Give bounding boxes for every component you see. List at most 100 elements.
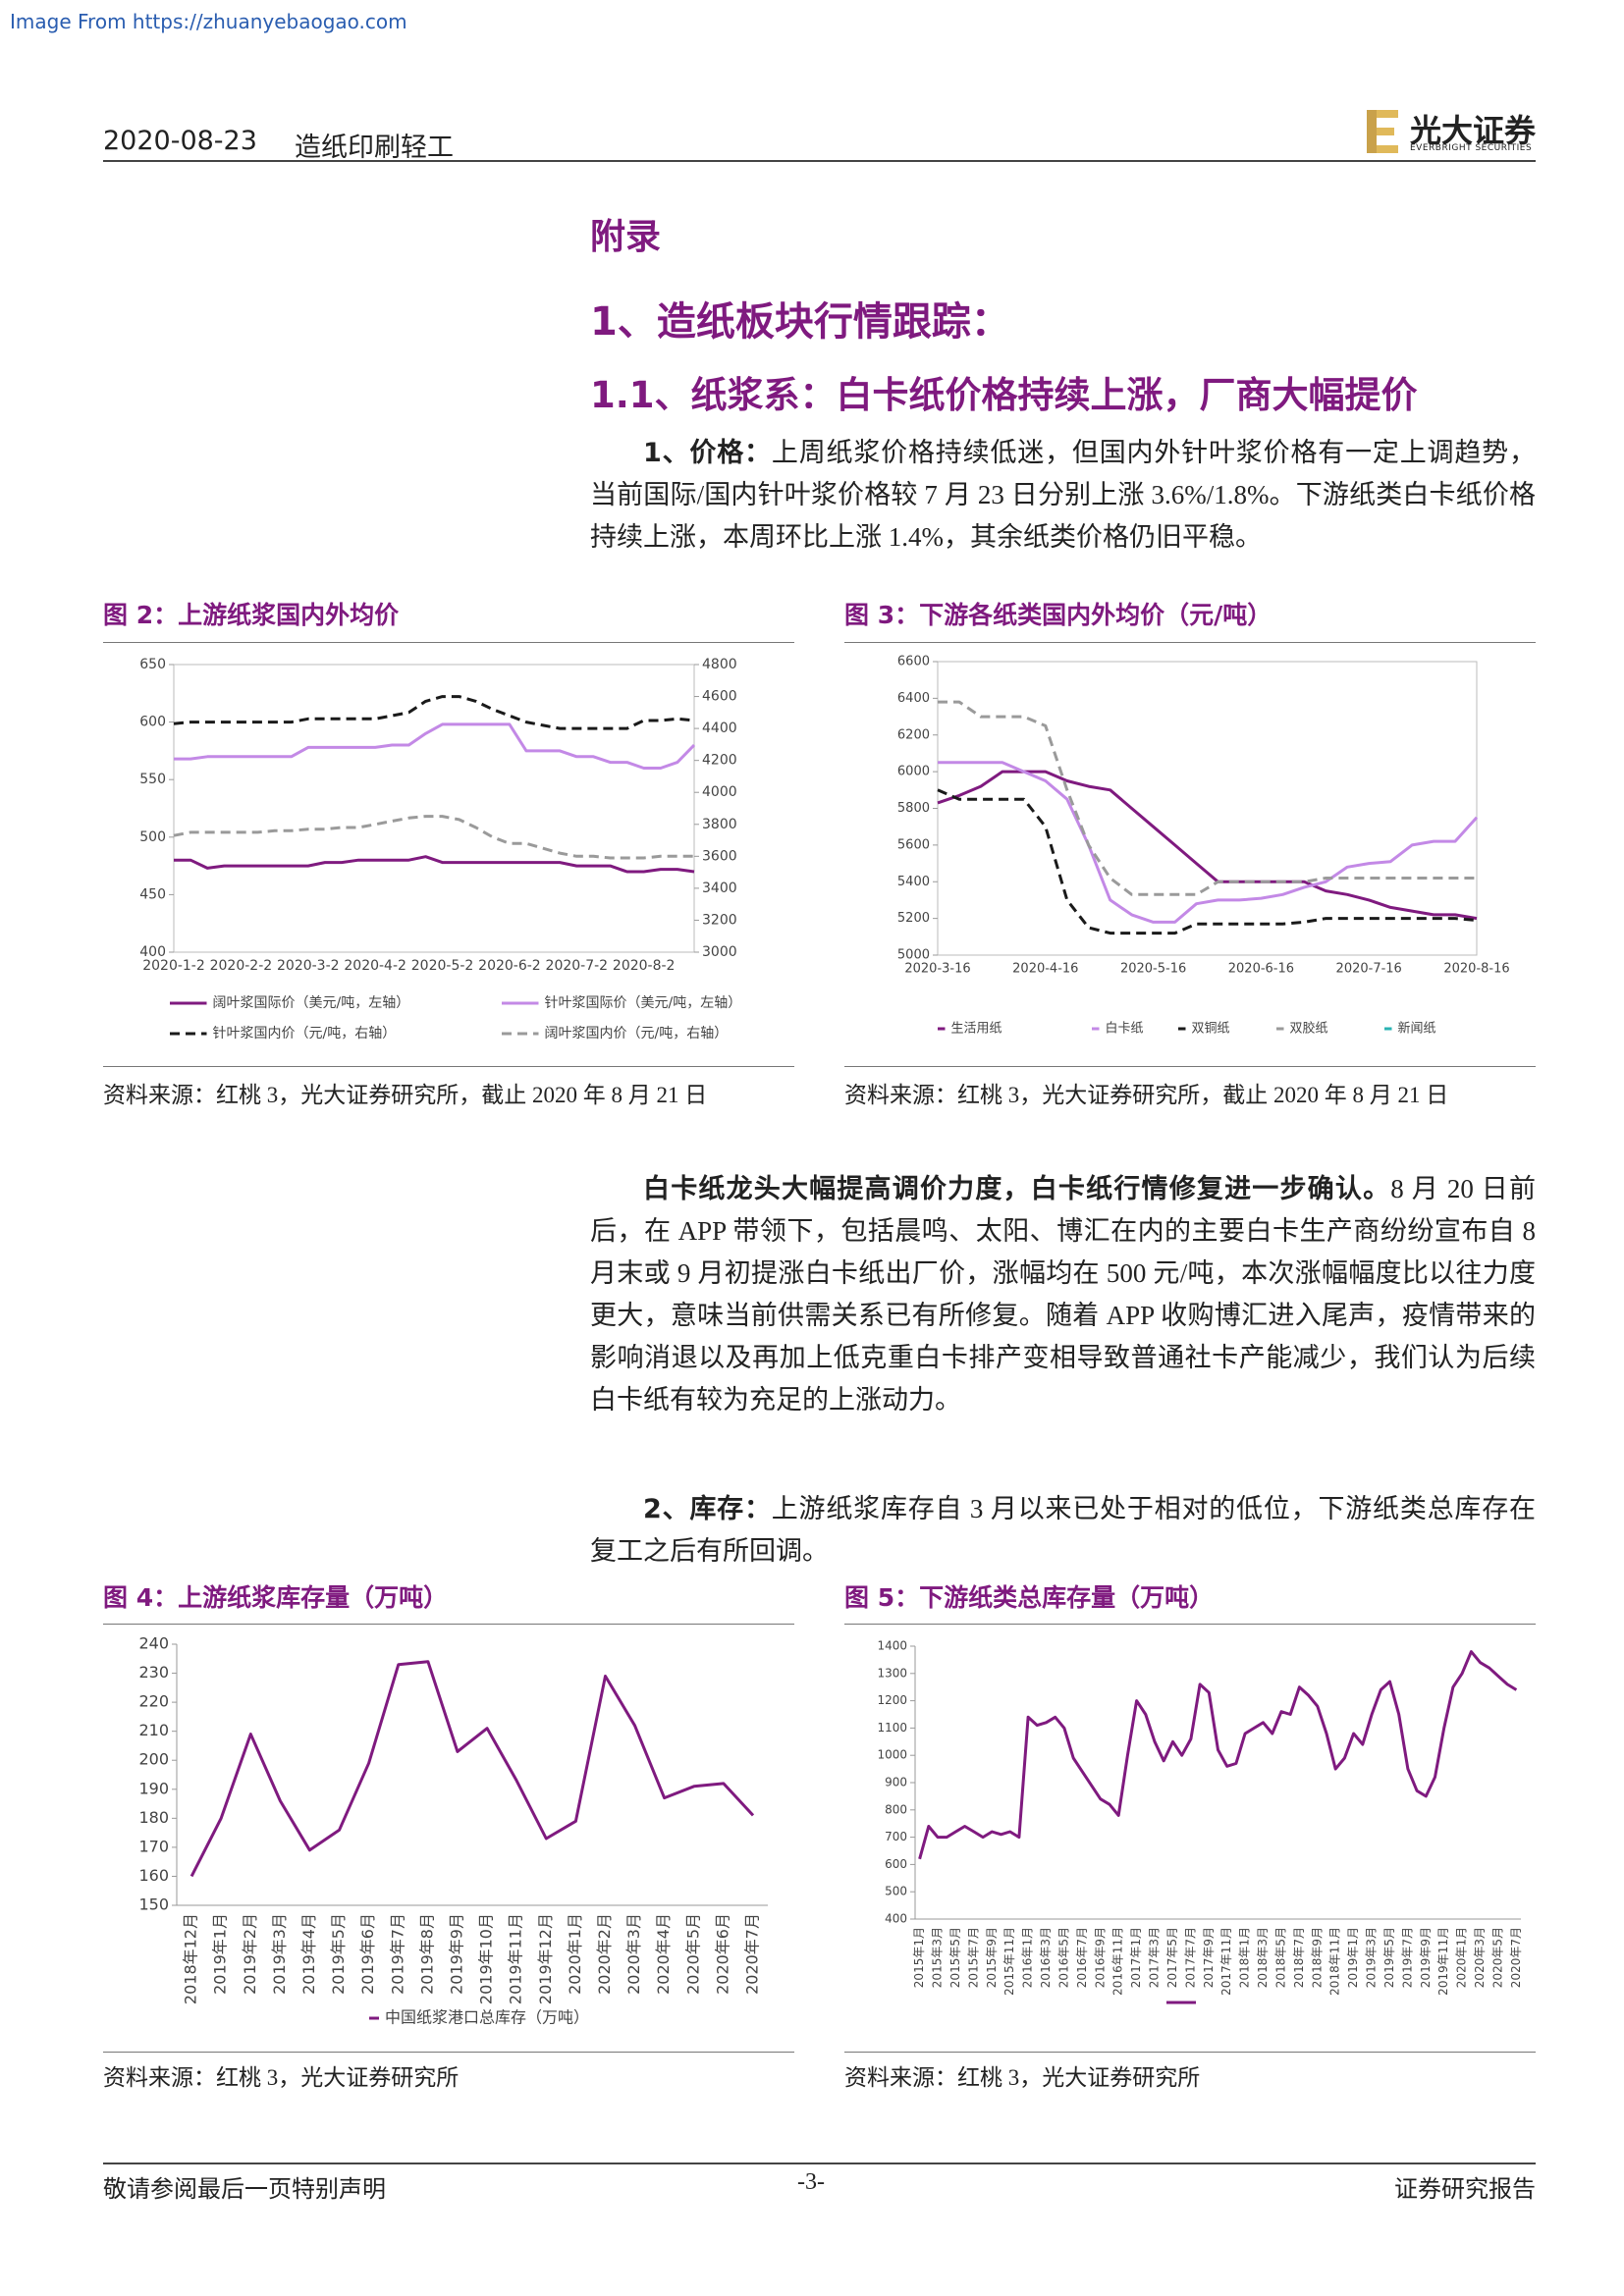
x-tick-label: 2019年6月 xyxy=(358,1913,377,1995)
x-tick-label: 2015年11月 xyxy=(1002,1927,1016,1996)
x-tick-label: 2018年7月 xyxy=(1292,1927,1306,1988)
x-tick-label: 2019年3月 xyxy=(270,1913,289,1995)
series-line xyxy=(174,722,696,770)
x-tick-label: 2020-8-2 xyxy=(613,958,676,974)
figure-source: 资料来源：红桃 3，光大证券研究所，截止 2020 年 8 月 21 日 xyxy=(844,1083,1449,1107)
figure-rule xyxy=(103,642,794,643)
x-tick-label: 2016年7月 xyxy=(1075,1927,1089,1988)
y-tick-label: 500 xyxy=(139,829,166,845)
paragraph-lead: 白卡纸龙头大幅提高调价力度，白卡纸行情修复进一步确认。 xyxy=(643,1174,1391,1204)
x-tick-label: 2020-5-16 xyxy=(1120,962,1186,977)
plot-frame xyxy=(937,661,1478,956)
y2-tick-label: 3000 xyxy=(702,944,737,960)
y-tick-label: 450 xyxy=(139,886,166,902)
legend-label: 双铜纸 xyxy=(1192,1022,1230,1037)
paragraph-text: 上周纸浆价格持续低迷，但国内外针叶浆价格有一定上调趋势，当前国际/国内针叶浆价格… xyxy=(590,438,1536,552)
legend-label: 阔叶浆国际价（美元/吨，左轴） xyxy=(213,995,410,1011)
y-tick-label: 900 xyxy=(885,1776,907,1789)
paragraph: 1、价格：上周纸浆价格持续低迷，但国内外针叶浆价格有一定上调趋势，当前国际/国内… xyxy=(590,432,1536,559)
y2-tick-label: 4800 xyxy=(702,657,737,672)
paragraph-text: 8 月 20 日前后，在 APP 带领下，包括晨鸣、太阳、博汇在内的主要白卡生产… xyxy=(590,1174,1537,1415)
x-tick-label: 2018年1月 xyxy=(1238,1927,1252,1988)
header-rule xyxy=(103,160,1536,162)
paragraph-text: 上游纸浆库存自 3 月以来已处于相对的低位，下游纸类总库存在复工之后有所回调。 xyxy=(590,1494,1536,1566)
legend-label: 针叶浆国际价（美元/吨，左轴） xyxy=(545,995,742,1011)
figure-title: 图 4：上游纸浆库存量（万吨） xyxy=(103,1583,449,1612)
y-tick-label: 600 xyxy=(885,1857,907,1871)
x-tick-label: 2019年11月 xyxy=(1436,1927,1450,1996)
x-tick-label: 2015年9月 xyxy=(985,1927,999,1988)
x-tick-label: 2020年7月 xyxy=(1509,1927,1523,1988)
y-tick-label: 220 xyxy=(138,1692,169,1711)
x-tick-label: 2020年6月 xyxy=(713,1913,731,1995)
x-tick-label: 2020年1月 xyxy=(1455,1927,1469,1988)
paragraph-lead: 1、价格： xyxy=(643,438,772,468)
y2-tick-label: 4200 xyxy=(702,753,737,769)
x-tick-label: 2015年7月 xyxy=(966,1927,980,1988)
legend-label: 针叶浆国内价（元/吨，右轴） xyxy=(213,1026,397,1041)
y-tick-label: 6200 xyxy=(897,727,930,742)
heading-1: 1、造纸板块行情跟踪： xyxy=(590,299,1010,345)
y-tick-label: 190 xyxy=(138,1779,169,1797)
x-tick-label: 2019年7月 xyxy=(1400,1927,1414,1988)
figure-title: 图 5：下游纸类总库存量（万吨） xyxy=(844,1583,1215,1612)
y-tick-label: 5400 xyxy=(897,875,930,889)
x-tick-label: 2016年3月 xyxy=(1039,1927,1053,1988)
x-tick-label: 2019年7月 xyxy=(388,1913,406,1995)
series-line xyxy=(189,1660,755,1878)
y2-tick-label: 3200 xyxy=(702,912,737,928)
paragraph: 白卡纸龙头大幅提高调价力度，白卡纸行情修复进一步确认。8 月 20 日前后，在 … xyxy=(590,1168,1536,1421)
y-tick-label: 600 xyxy=(139,715,166,730)
series-line xyxy=(173,695,695,730)
x-tick-label: 2015年3月 xyxy=(931,1927,945,1988)
x-tick-label: 2020-8-16 xyxy=(1443,962,1509,977)
x-tick-label: 2020年3月 xyxy=(624,1913,643,1995)
x-tick-label: 2020-5-2 xyxy=(411,958,474,974)
footer-rule xyxy=(103,2163,1536,2164)
y2-tick-label: 3400 xyxy=(702,881,737,896)
y-tick-label: 5600 xyxy=(897,837,930,852)
figure-rule xyxy=(103,1066,794,1067)
x-tick-label: 2019年4月 xyxy=(299,1913,318,1995)
figure-rule xyxy=(844,1624,1536,1625)
x-tick-label: 2016年5月 xyxy=(1056,1927,1070,1988)
x-tick-label: 2015年5月 xyxy=(948,1927,962,1988)
x-tick-label: 2019年12月 xyxy=(536,1913,555,2004)
x-tick-label: 2020-3-16 xyxy=(904,962,970,977)
series-line xyxy=(174,855,695,874)
y-tick-label: 650 xyxy=(139,657,166,672)
legend-label: 双胶纸 xyxy=(1290,1021,1328,1037)
y-tick-label: 500 xyxy=(885,1885,907,1898)
x-tick-label: 2017年7月 xyxy=(1183,1927,1197,1988)
y-tick-label: 6400 xyxy=(897,691,930,706)
series-line xyxy=(938,761,1479,924)
heading-1-1: 1.1、纸浆系：白卡纸价格持续上涨，厂商大幅提价 xyxy=(590,374,1418,416)
report-date: 2020-08-23 xyxy=(103,126,257,156)
x-tick-label: 2019年1月 xyxy=(1346,1927,1360,1988)
x-tick-label: 2020-4-16 xyxy=(1012,962,1078,977)
plot-frame xyxy=(173,664,695,953)
y-tick-label: 400 xyxy=(139,944,166,960)
y-tick-label: 210 xyxy=(138,1721,169,1739)
y-tick-label: 230 xyxy=(138,1663,169,1682)
series-line xyxy=(937,770,1478,921)
x-tick-label: 2020-7-2 xyxy=(546,958,609,974)
legend-label: 新闻纸 xyxy=(1398,1021,1436,1037)
figure-rule xyxy=(103,1624,794,1625)
x-tick-label: 2020-7-16 xyxy=(1336,962,1402,977)
paragraph: 2、库存：上游纸浆库存自 3 月以来已处于相对的低位，下游纸类总库存在复工之后有… xyxy=(590,1488,1536,1573)
x-tick-label: 2019年9月 xyxy=(1419,1927,1433,1988)
x-tick-label: 2020-2-2 xyxy=(210,958,273,974)
logo-cn: 光大证券 xyxy=(1410,112,1537,149)
legend-label: 生活用纸 xyxy=(951,1022,1002,1037)
x-tick-label: 2017年3月 xyxy=(1148,1927,1162,1988)
x-tick-label: 2020年4月 xyxy=(654,1913,673,1995)
y2-tick-label: 4400 xyxy=(702,721,737,736)
heading-appendix: 附录 xyxy=(590,217,662,257)
x-tick-label: 2019年3月 xyxy=(1365,1927,1379,1988)
x-tick-label: 2020-6-16 xyxy=(1228,962,1294,977)
series-line xyxy=(173,815,694,860)
series-line xyxy=(938,700,1477,896)
x-tick-label: 2020年5月 xyxy=(1490,1927,1504,1988)
